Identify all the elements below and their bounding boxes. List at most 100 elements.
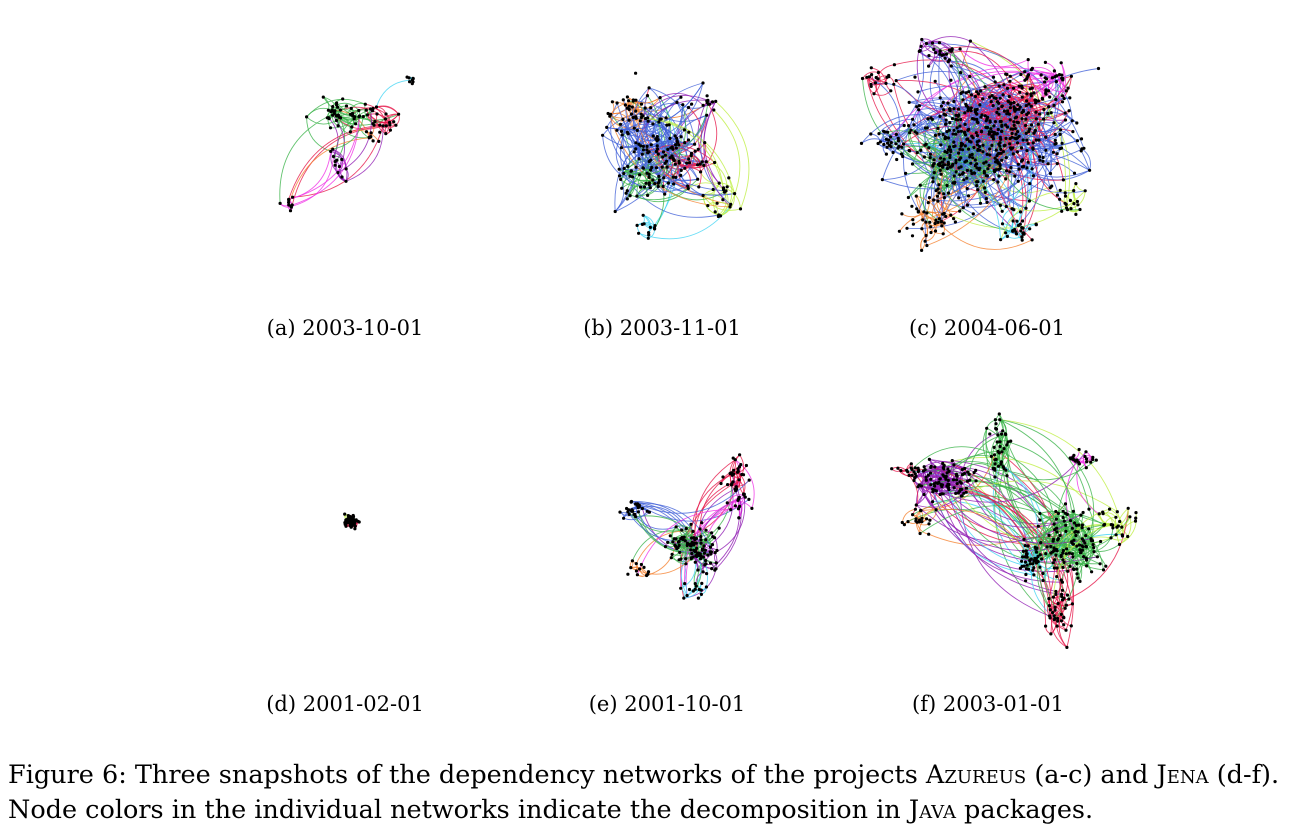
network-node bbox=[705, 94, 709, 98]
network-node bbox=[990, 130, 994, 134]
network-node bbox=[674, 537, 678, 541]
network-node bbox=[1055, 74, 1059, 78]
network-node bbox=[1090, 539, 1094, 543]
network-edge bbox=[650, 107, 707, 122]
network-node bbox=[1034, 101, 1038, 105]
network-node bbox=[921, 218, 925, 222]
figure-caption: Figure 6: Three snapshots of the depende… bbox=[8, 758, 1308, 828]
network-node bbox=[958, 487, 963, 492]
network-node bbox=[1083, 189, 1087, 193]
network-node bbox=[622, 166, 626, 170]
network-edge bbox=[1048, 598, 1073, 607]
network-node bbox=[621, 98, 625, 102]
network-node bbox=[958, 209, 962, 213]
network-node bbox=[946, 148, 950, 152]
network-node bbox=[931, 487, 935, 491]
network-edge bbox=[925, 221, 945, 227]
network-node bbox=[914, 517, 918, 521]
network-node bbox=[1095, 555, 1099, 559]
network-node bbox=[629, 112, 634, 116]
network-node bbox=[1020, 559, 1024, 563]
network-edge bbox=[642, 146, 673, 169]
subcaption-b-label: (b) bbox=[583, 316, 614, 340]
network-edge bbox=[330, 110, 360, 129]
network-edge bbox=[638, 158, 660, 177]
network-graph-e bbox=[618, 453, 755, 600]
network-node bbox=[926, 473, 930, 477]
network-node bbox=[642, 565, 646, 569]
network-node bbox=[975, 166, 979, 170]
network-node bbox=[941, 100, 945, 105]
network-node bbox=[750, 506, 754, 510]
network-node bbox=[1071, 458, 1076, 462]
subcaption-f: (f) 2003-01-01 bbox=[912, 692, 1064, 716]
network-node bbox=[704, 160, 708, 164]
network-edge bbox=[1018, 163, 1090, 181]
network-node bbox=[666, 540, 670, 544]
network-node bbox=[931, 176, 935, 180]
network-node bbox=[889, 135, 893, 139]
network-node bbox=[961, 90, 965, 94]
network-panel-d bbox=[230, 400, 560, 700]
network-node bbox=[667, 123, 671, 127]
network-node bbox=[932, 171, 936, 175]
network-node bbox=[975, 90, 979, 94]
network-node bbox=[701, 547, 705, 551]
network-node bbox=[1083, 454, 1087, 459]
network-node bbox=[654, 166, 659, 170]
network-node bbox=[1017, 107, 1021, 111]
network-edge bbox=[937, 200, 960, 212]
network-edge bbox=[288, 115, 360, 200]
network-edge bbox=[659, 92, 704, 106]
network-node bbox=[1047, 597, 1051, 601]
network-edge bbox=[959, 481, 1050, 617]
network-node bbox=[995, 158, 999, 162]
network-node bbox=[1051, 595, 1055, 599]
network-node bbox=[326, 108, 330, 112]
network-node bbox=[615, 101, 619, 105]
network-node bbox=[1051, 611, 1055, 615]
network-node bbox=[625, 95, 629, 99]
network-node bbox=[992, 453, 997, 457]
network-node bbox=[1085, 558, 1089, 562]
network-edge bbox=[697, 100, 720, 184]
network-node bbox=[976, 188, 980, 192]
caption-lang-java: Java bbox=[908, 795, 956, 825]
network-node bbox=[736, 470, 740, 474]
network-node bbox=[926, 117, 930, 121]
network-node bbox=[1046, 162, 1050, 166]
network-node bbox=[1034, 222, 1038, 226]
network-node bbox=[693, 560, 697, 564]
network-edge bbox=[680, 562, 696, 589]
network-node bbox=[989, 100, 993, 104]
network-node bbox=[352, 117, 356, 121]
network-node bbox=[1000, 222, 1005, 226]
network-node bbox=[635, 573, 639, 577]
network-node bbox=[685, 593, 689, 598]
network-edge bbox=[996, 141, 1034, 161]
network-node bbox=[1037, 138, 1041, 142]
network-node bbox=[878, 140, 882, 144]
network-edge bbox=[1109, 508, 1124, 535]
network-node bbox=[1009, 101, 1013, 105]
network-edge bbox=[648, 87, 696, 145]
network-node bbox=[937, 132, 941, 136]
network-node bbox=[321, 95, 325, 99]
network-node bbox=[357, 108, 361, 113]
network-node bbox=[1091, 543, 1095, 547]
network-node bbox=[987, 163, 991, 167]
network-edge bbox=[1053, 511, 1079, 620]
network-node bbox=[894, 79, 898, 83]
network-node bbox=[1000, 124, 1004, 128]
network-edge bbox=[656, 129, 685, 142]
network-edge bbox=[998, 153, 1086, 194]
network-node bbox=[917, 108, 921, 112]
network-node bbox=[635, 223, 639, 227]
network-node bbox=[1024, 549, 1028, 553]
network-node bbox=[946, 101, 950, 105]
network-node bbox=[944, 118, 948, 122]
network-node bbox=[1087, 507, 1091, 511]
network-node bbox=[948, 165, 952, 169]
network-node bbox=[711, 535, 715, 539]
network-node bbox=[961, 206, 965, 210]
